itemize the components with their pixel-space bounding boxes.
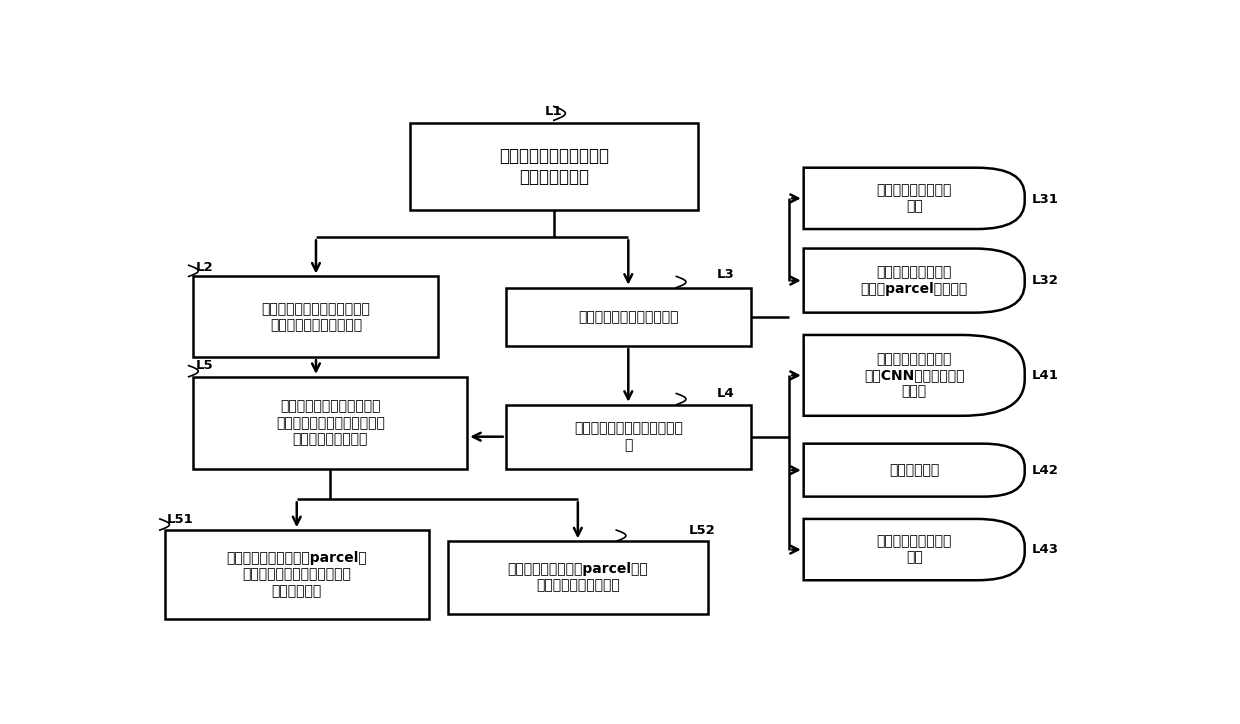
Bar bbox=[448, 542, 708, 614]
Bar bbox=[409, 123, 698, 209]
Text: 根据所述的土地利用parcel类别
进而得到城市功能分区: 根据所述的土地利用parcel类别 进而得到城市功能分区 bbox=[507, 563, 649, 592]
Text: L3: L3 bbox=[717, 268, 735, 281]
Text: 对分割后的遥感影像进行识
别，并结合分类后的街景图像
数据结果生成功能区: 对分割后的遥感影像进行识 别，并结合分类后的街景图像 数据结果生成功能区 bbox=[277, 400, 384, 446]
Text: 将处理后的照片进行
分类: 将处理后的照片进行 分类 bbox=[877, 534, 952, 565]
Bar bbox=[165, 530, 429, 619]
Text: 获取研究区遥感影像图和
街景图像数据集: 获取研究区遥感影像图和 街景图像数据集 bbox=[498, 147, 609, 186]
Text: 获取到的每个土地利用parcel构
建土地利用类型概率和对应的
土地利用类别: 获取到的每个土地利用parcel构 建土地利用类型概率和对应的 土地利用类别 bbox=[227, 552, 367, 598]
Text: 对街景图像进行坐标
矫正: 对街景图像进行坐标 矫正 bbox=[877, 183, 952, 214]
Text: 利用迁移学习技术，
获取CNN网络卷积层和
池化层: 利用迁移学习技术， 获取CNN网络卷积层和 池化层 bbox=[864, 352, 965, 399]
Text: L41: L41 bbox=[1032, 369, 1058, 382]
Text: L52: L52 bbox=[688, 523, 715, 536]
Text: 将街景图像数据与土
地利用parcel进行链接: 将街景图像数据与土 地利用parcel进行链接 bbox=[861, 266, 967, 295]
Text: 处理街景照片: 处理街景照片 bbox=[889, 463, 940, 477]
Text: 对预处理后的街景图像进行分
类: 对预处理后的街景图像进行分 类 bbox=[574, 421, 683, 452]
Text: L5: L5 bbox=[196, 359, 213, 372]
PathPatch shape bbox=[804, 168, 1024, 229]
PathPatch shape bbox=[804, 248, 1024, 313]
Text: L4: L4 bbox=[717, 387, 735, 400]
Text: L51: L51 bbox=[166, 513, 193, 526]
PathPatch shape bbox=[804, 444, 1024, 497]
Bar bbox=[506, 405, 750, 468]
Bar bbox=[193, 277, 439, 357]
Text: L32: L32 bbox=[1032, 274, 1058, 287]
Text: L31: L31 bbox=[1032, 193, 1058, 206]
Bar bbox=[506, 287, 750, 346]
PathPatch shape bbox=[804, 335, 1024, 416]
Text: L2: L2 bbox=[196, 261, 213, 274]
PathPatch shape bbox=[804, 519, 1024, 580]
Text: L1: L1 bbox=[546, 104, 563, 117]
Text: 对研究区遥感影像进行分割，
得到细粒度城市功能分区: 对研究区遥感影像进行分割， 得到细粒度城市功能分区 bbox=[262, 302, 371, 332]
Text: L43: L43 bbox=[1032, 543, 1059, 556]
Bar bbox=[193, 376, 467, 468]
Text: L42: L42 bbox=[1032, 464, 1058, 477]
Text: 对获取的街景图像做预处理: 对获取的街景图像做预处理 bbox=[578, 310, 678, 324]
